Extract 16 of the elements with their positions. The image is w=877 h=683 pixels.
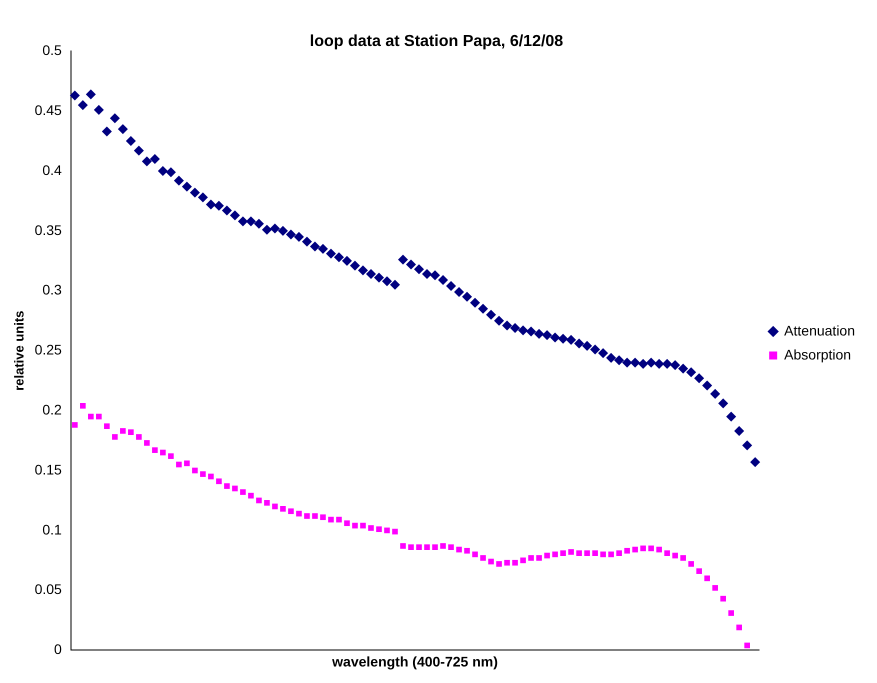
y-tick-label: 0 <box>54 641 62 658</box>
legend-label: Absorption <box>784 346 852 362</box>
y-tick-label: 0.25 <box>34 342 62 358</box>
y-tick-label: 0.3 <box>42 282 62 298</box>
y-tick-label: 0.4 <box>42 162 62 178</box>
chart-title: loop data at Station Papa, 6/12/08 <box>310 33 564 50</box>
y-tick-label: 0.1 <box>42 521 62 538</box>
y-tick-label: 0.5 <box>42 42 62 58</box>
x-axis-title: wavelength (400-725 nm) <box>331 653 498 670</box>
y-tick-label: 0.15 <box>34 461 62 478</box>
y-tick-label: 0.35 <box>34 222 62 238</box>
y-tick-label: 0.2 <box>42 401 62 418</box>
y-tick-label: 0.45 <box>34 102 62 118</box>
legend-label: Attenuation <box>784 322 856 338</box>
y-axis-title: relative units <box>11 310 26 391</box>
y-tick-label: 0.05 <box>34 581 62 598</box>
